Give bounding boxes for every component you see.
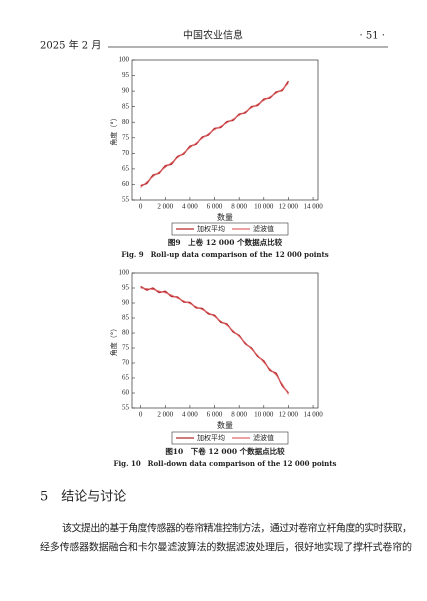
- x-tick-label: 14 000: [303, 411, 323, 419]
- y-tick-label: 70: [122, 149, 130, 157]
- y-tick-label: 95: [122, 71, 130, 79]
- x-tick-label: 2 000: [157, 411, 173, 419]
- section-heading: 5 结论与讨论: [40, 490, 126, 505]
- data-line: [140, 83, 289, 188]
- y-tick-label: 60: [122, 180, 130, 188]
- x-tick-label: 4 000: [182, 411, 198, 419]
- journal: 中国农业信息: [183, 29, 243, 42]
- y-axis-label: 角度（°）: [109, 114, 118, 146]
- x-tick-label: 12 000: [279, 411, 299, 419]
- y-tick-label: 85: [122, 314, 130, 322]
- y-tick-label: 60: [122, 389, 130, 397]
- figure-caption: 图10 下卷 12 000 个数据点比较: [165, 446, 285, 456]
- legend-label: 滤波值: [253, 433, 274, 442]
- y-tick-label: 70: [122, 359, 130, 367]
- y-tick-label: 65: [122, 164, 130, 172]
- legend-label: 加权平均: [197, 224, 225, 233]
- x-tick-label: 8 000: [231, 203, 247, 211]
- x-axis-label: 数量: [217, 212, 233, 222]
- y-tick-label: 85: [122, 102, 130, 110]
- legend-label: 滤波值: [253, 224, 274, 233]
- x-tick-label: 6 000: [207, 203, 223, 211]
- data-line: [140, 80, 290, 187]
- x-axis-label: 数量: [217, 420, 233, 430]
- y-tick-label: 55: [122, 196, 130, 204]
- data-line: [140, 285, 289, 394]
- x-tick-label: 10 000: [254, 411, 274, 419]
- x-tick-label: 0: [139, 203, 143, 211]
- y-tick-label: 90: [122, 87, 130, 95]
- x-tick-label: 10 000: [254, 203, 274, 211]
- legend-box: [171, 222, 289, 236]
- paragraph-line: 经多传感器数据融合和卡尔曼滤波算法的数据滤波处理后，很好地实现了撑杆式卷帘的: [40, 541, 412, 554]
- x-tick-label: 2 000: [157, 203, 173, 211]
- page-number: · 51 ·: [360, 31, 385, 42]
- figure-caption: 图9 上卷 12 000 个数据点比较: [168, 237, 283, 247]
- y-tick-label: 55: [122, 404, 130, 412]
- y-tick-label: 90: [122, 299, 130, 307]
- date: 2025 年 2 月: [40, 39, 101, 52]
- data-line: [140, 287, 289, 395]
- x-tick-label: 14 000: [303, 203, 323, 211]
- y-tick-label: 80: [122, 118, 130, 126]
- plot-frame: [131, 59, 319, 201]
- y-tick-label: 100: [119, 269, 130, 277]
- legend-label: 加权平均: [197, 433, 225, 442]
- y-tick-label: 95: [122, 284, 130, 292]
- x-tick-label: 6 000: [207, 411, 223, 419]
- figure-caption-en: Fig. 10 Roll-down data comparison of the…: [114, 459, 337, 468]
- x-tick-label: 4 000: [182, 203, 198, 211]
- plot-frame: [131, 272, 319, 409]
- figure-caption-en: Fig. 9 Roll-up data comparison of the 12…: [121, 250, 328, 259]
- paragraph-line: 该文提出的基于角度传感器的卷帘精准控制方法，通过对卷帘立杆角度的实时获取，: [62, 522, 412, 535]
- x-tick-label: 8 000: [231, 411, 247, 419]
- y-tick-label: 65: [122, 374, 130, 382]
- y-tick-label: 75: [122, 133, 130, 141]
- y-tick-label: 100: [119, 56, 130, 64]
- y-tick-label: 75: [122, 344, 130, 352]
- y-tick-label: 80: [122, 329, 130, 337]
- x-tick-label: 12 000: [279, 203, 299, 211]
- legend-box: [171, 431, 289, 445]
- x-tick-label: 0: [139, 411, 143, 419]
- y-axis-label: 角度（°）: [109, 325, 118, 357]
